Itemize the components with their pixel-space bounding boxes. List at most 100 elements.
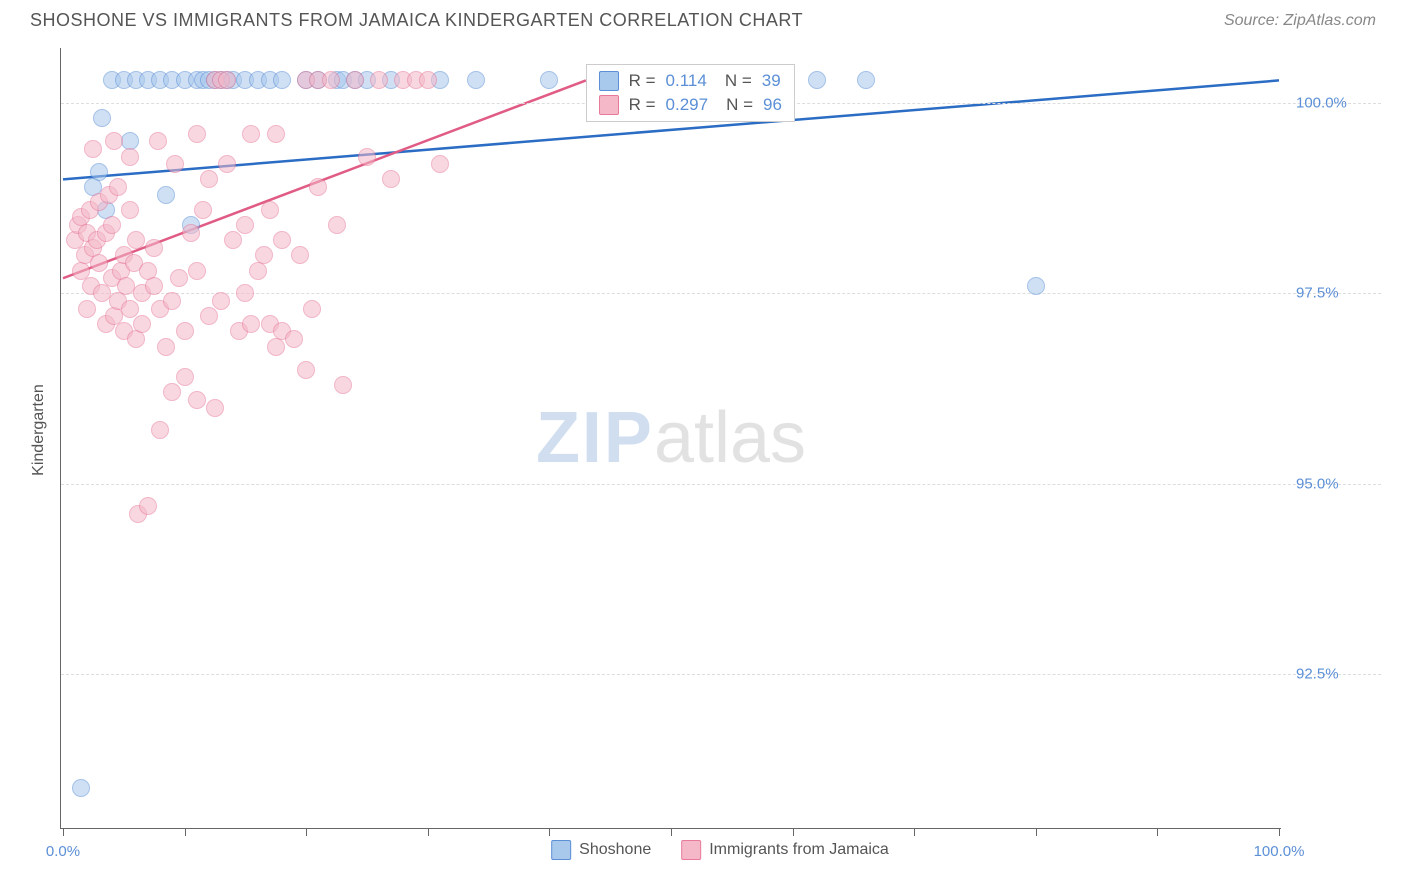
data-point (297, 361, 315, 379)
data-point (206, 399, 224, 417)
chart-title: SHOSHONE VS IMMIGRANTS FROM JAMAICA KIND… (30, 10, 803, 31)
data-point (273, 231, 291, 249)
data-point (145, 277, 163, 295)
gridline (61, 293, 1381, 294)
data-point (182, 224, 200, 242)
ytick-label: 97.5% (1296, 285, 1376, 302)
legend-label-shoshone: Shoshone (579, 841, 651, 859)
xtick (428, 828, 429, 836)
data-point (309, 178, 327, 196)
data-point (285, 330, 303, 348)
data-point (163, 383, 181, 401)
data-point (121, 201, 139, 219)
legend: Shoshone Immigrants from Jamaica (551, 840, 889, 860)
stats-n-value: 39 (762, 71, 781, 91)
stats-row: R =0.114N =39 (587, 69, 794, 93)
data-point (200, 307, 218, 325)
data-point (176, 322, 194, 340)
data-point (224, 231, 242, 249)
data-point (303, 300, 321, 318)
data-point (188, 125, 206, 143)
xtick-label: 0.0% (46, 843, 80, 860)
stats-swatch (599, 71, 619, 91)
data-point (236, 216, 254, 234)
chart-container: ZIPatlas 92.5%95.0%97.5%100.0%0.0%100.0%… (60, 48, 1380, 828)
stats-r-label: R = (629, 95, 656, 115)
data-point (78, 300, 96, 318)
data-point (127, 231, 145, 249)
data-point (84, 140, 102, 158)
data-point (322, 71, 340, 89)
xtick (1036, 828, 1037, 836)
data-point (149, 132, 167, 150)
stats-n-label: N = (725, 71, 752, 91)
data-point (105, 132, 123, 150)
xtick (1279, 828, 1280, 836)
xtick (63, 828, 64, 836)
ytick-label: 92.5% (1296, 665, 1376, 682)
stats-box: R =0.114N =39R =0.297N =96 (586, 64, 795, 122)
legend-swatch-jamaica (681, 840, 701, 860)
data-point (194, 201, 212, 219)
data-point (431, 155, 449, 173)
data-point (200, 170, 218, 188)
chart-header: SHOSHONE VS IMMIGRANTS FROM JAMAICA KIND… (0, 0, 1406, 37)
xtick (793, 828, 794, 836)
data-point (157, 186, 175, 204)
data-point (370, 71, 388, 89)
data-point (151, 421, 169, 439)
data-point (467, 71, 485, 89)
data-point (346, 71, 364, 89)
data-point (291, 246, 309, 264)
xtick (185, 828, 186, 836)
data-point (72, 779, 90, 797)
data-point (139, 497, 157, 515)
legend-item-shoshone: Shoshone (551, 840, 651, 860)
data-point (334, 376, 352, 394)
data-point (218, 71, 236, 89)
data-point (188, 391, 206, 409)
data-point (328, 216, 346, 234)
data-point (1027, 277, 1045, 295)
legend-item-jamaica: Immigrants from Jamaica (681, 840, 889, 860)
data-point (857, 71, 875, 89)
gridline (61, 484, 1381, 485)
data-point (121, 148, 139, 166)
data-point (419, 71, 437, 89)
xtick (306, 828, 307, 836)
data-point (176, 368, 194, 386)
data-point (121, 300, 139, 318)
data-point (236, 284, 254, 302)
data-point (166, 155, 184, 173)
data-point (212, 292, 230, 310)
stats-r-value: 0.297 (666, 95, 709, 115)
xtick (671, 828, 672, 836)
data-point (188, 262, 206, 280)
data-point (170, 269, 188, 287)
xtick (549, 828, 550, 836)
plot-area: ZIPatlas 92.5%95.0%97.5%100.0%0.0%100.0%… (60, 48, 1281, 829)
data-point (255, 246, 273, 264)
data-point (267, 125, 285, 143)
ytick-label: 100.0% (1296, 95, 1376, 112)
y-axis-label: Kindergarten (30, 384, 48, 476)
data-point (540, 71, 558, 89)
data-point (157, 338, 175, 356)
data-point (163, 292, 181, 310)
stats-row: R = 0.297 N = 96 (587, 93, 794, 117)
stats-n-label: N = (726, 95, 753, 115)
xtick-label: 100.0% (1254, 843, 1305, 860)
legend-swatch-shoshone (551, 840, 571, 860)
data-point (808, 71, 826, 89)
trend-lines (61, 48, 1281, 828)
xtick (1157, 828, 1158, 836)
data-point (261, 201, 279, 219)
data-point (358, 148, 376, 166)
stats-n-value: 96 (763, 95, 782, 115)
data-point (133, 315, 151, 333)
gridline (61, 674, 1381, 675)
data-point (382, 170, 400, 188)
data-point (93, 109, 111, 127)
ytick-label: 95.0% (1296, 475, 1376, 492)
xtick (914, 828, 915, 836)
